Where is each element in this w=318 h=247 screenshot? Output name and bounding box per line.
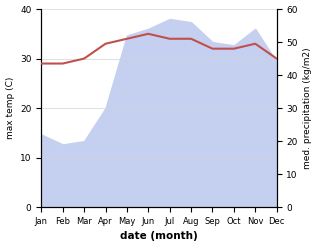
Y-axis label: max temp (C): max temp (C)	[5, 77, 15, 139]
X-axis label: date (month): date (month)	[120, 231, 198, 242]
Y-axis label: med. precipitation (kg/m2): med. precipitation (kg/m2)	[303, 47, 313, 169]
